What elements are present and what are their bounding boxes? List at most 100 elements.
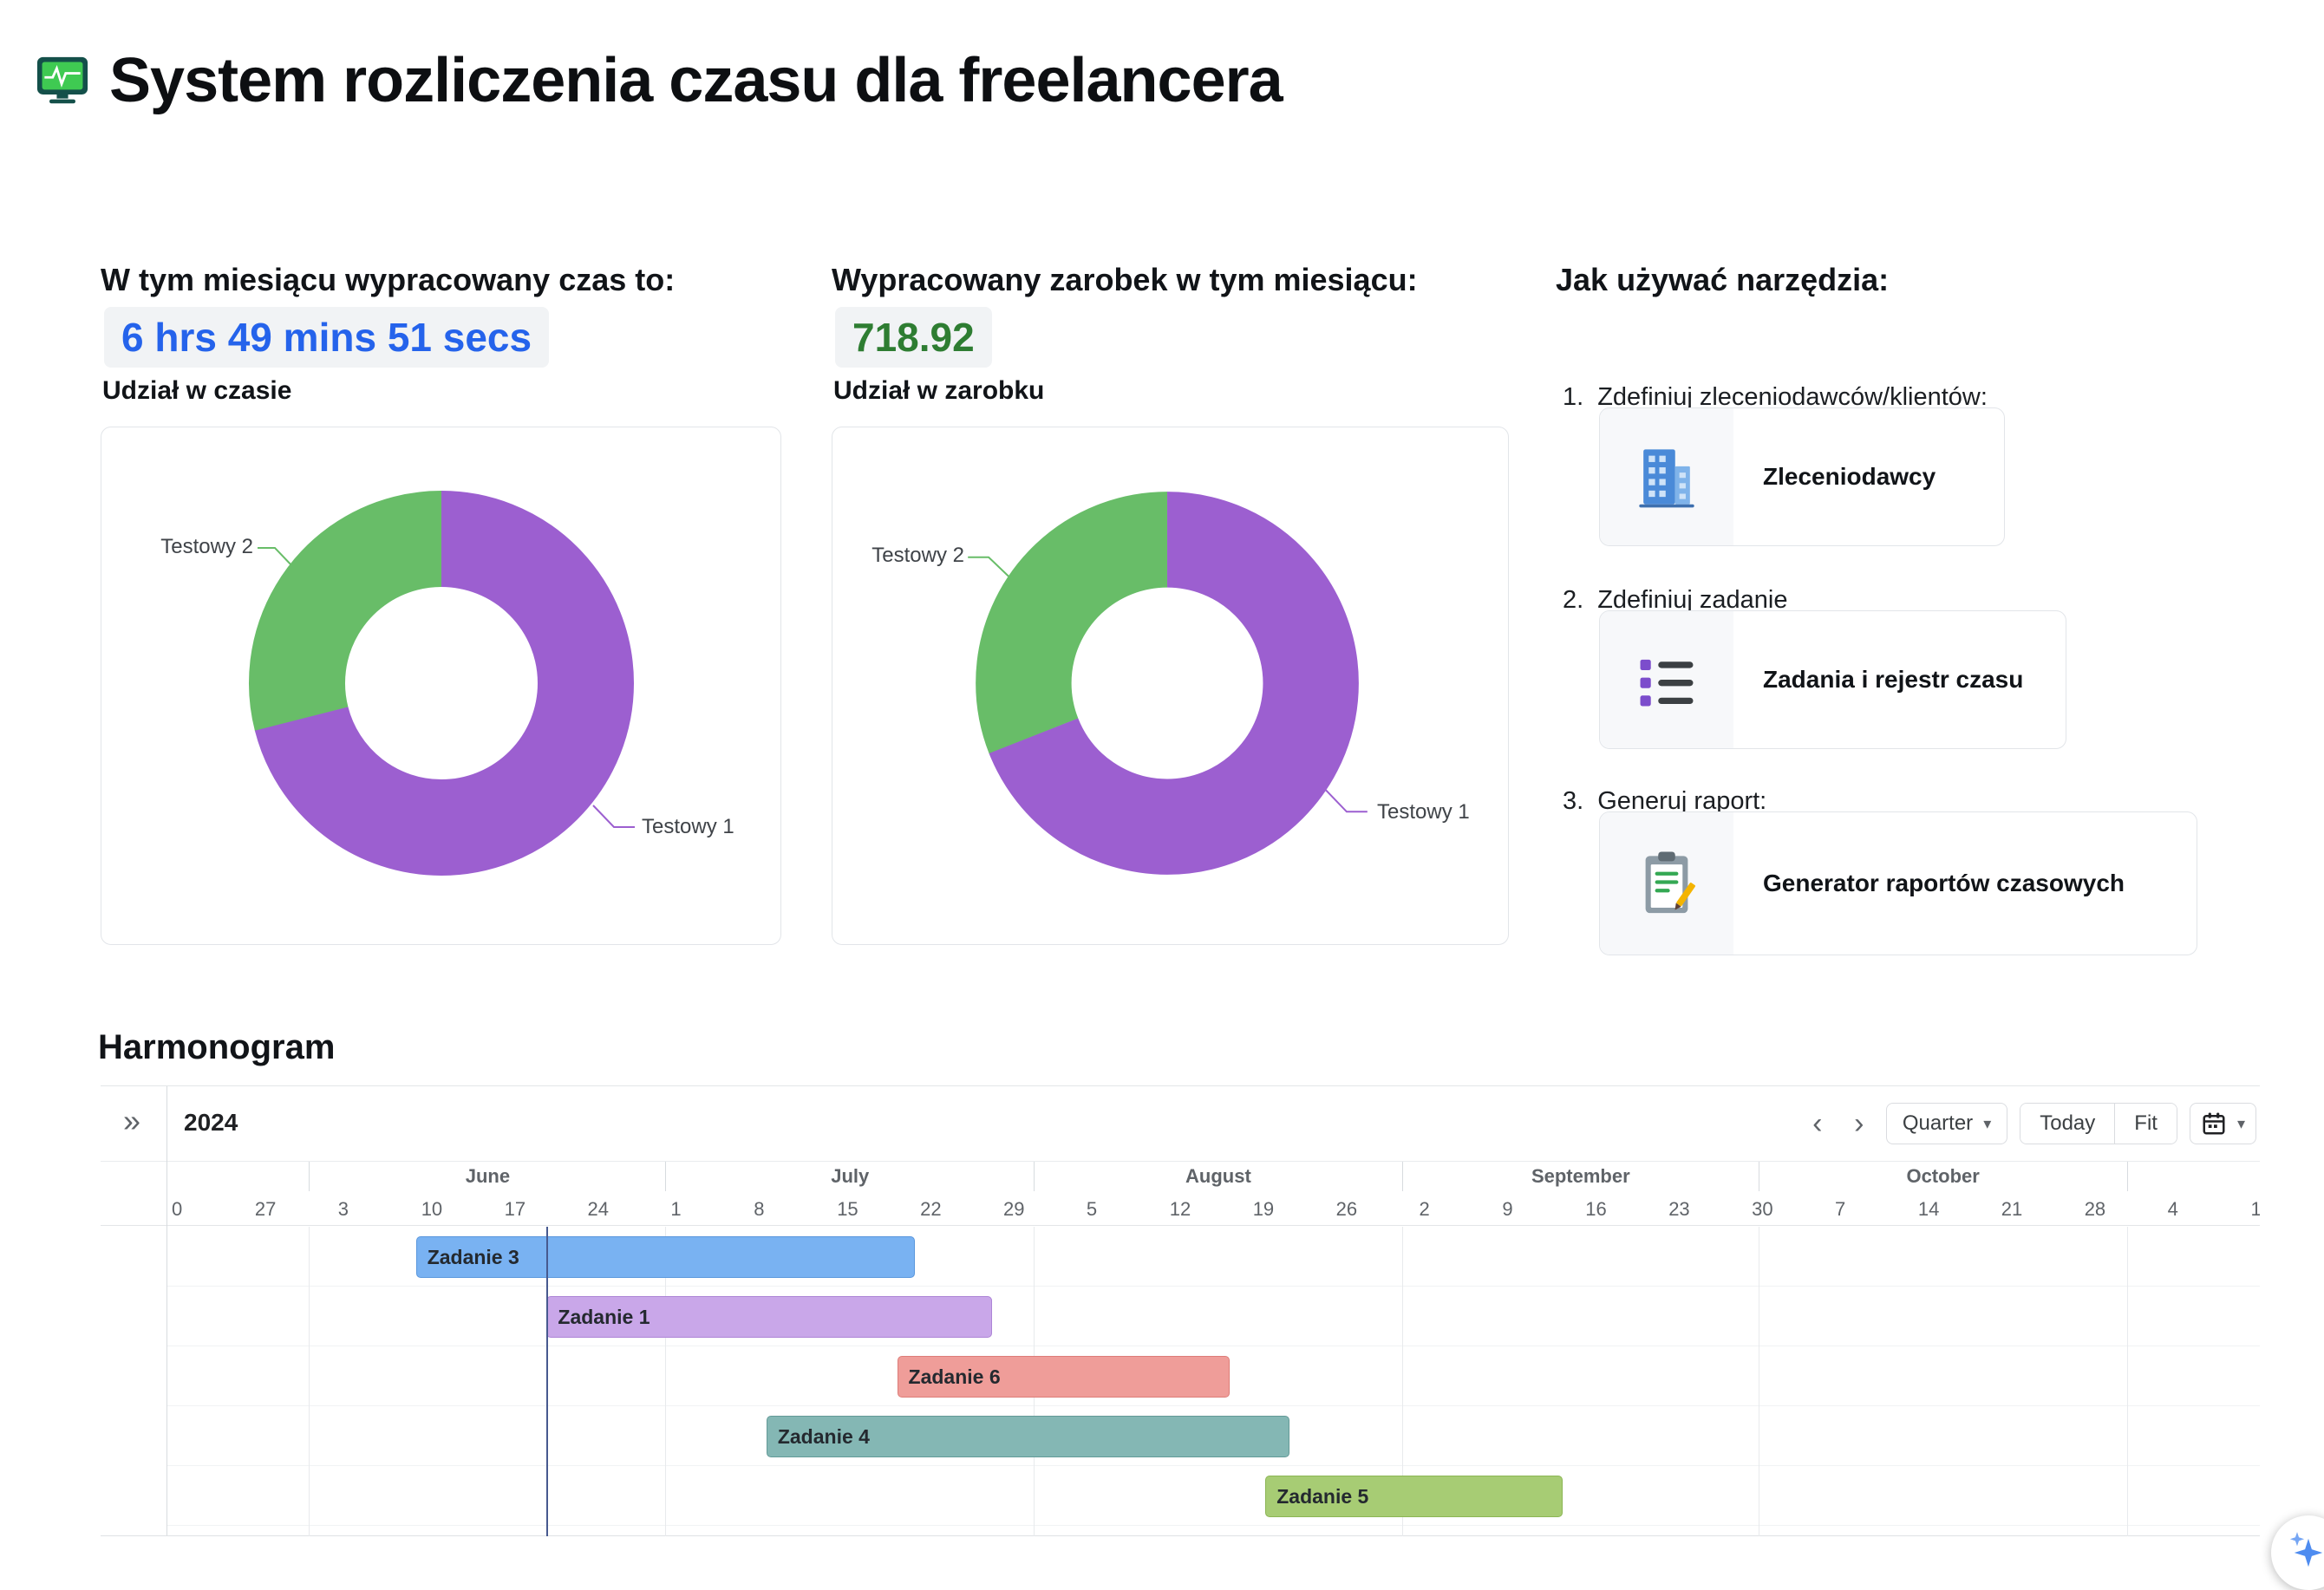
today-button[interactable]: Today — [2020, 1104, 2115, 1144]
day-header-cell: 12 — [1169, 1198, 1191, 1220]
day-header-cell: 16 — [1585, 1198, 1607, 1220]
day-header-cell: 29 — [1003, 1198, 1025, 1220]
day-header-cell: 22 — [920, 1198, 942, 1220]
earnings-chart-card: Testowy 2 Testowy 1 — [832, 427, 1509, 945]
assistant-button[interactable] — [2271, 1515, 2324, 1590]
pie-label-line-testowy-2 — [258, 547, 295, 569]
pie-label-testowy-1: Testowy 1 — [642, 815, 734, 838]
pie-slice-testowy-1[interactable] — [249, 491, 634, 876]
month-header-cell — [166, 1162, 309, 1191]
task-bar[interactable]: Zadanie 5 — [1265, 1476, 1563, 1517]
step-3-heading: 3. Generuj raport: — [1563, 787, 1766, 816]
day-header-cell: 9 — [1502, 1198, 1513, 1220]
tasks-card[interactable]: Zadania i rejestr czasu — [1599, 610, 2066, 749]
day-header-cell: 14 — [1917, 1198, 1940, 1220]
day-header-cell: 0 — [172, 1198, 183, 1220]
app-monitor-icon — [36, 55, 88, 106]
task-bar[interactable]: Zadanie 4 — [766, 1416, 1289, 1457]
day-header-cell: 28 — [2084, 1198, 2106, 1220]
pie-label-testowy-2: Testowy 2 — [160, 535, 253, 558]
step-2-label: Zdefiniuj zadanie — [1597, 586, 1788, 614]
day-header-cell: 3 — [337, 1198, 349, 1220]
step-1-heading: 1. Zdefiniuj zleceniodawców/klientów: — [1563, 383, 1988, 412]
pie-label-line-testowy-1 — [592, 805, 635, 828]
task-bar[interactable]: Zadanie 1 — [546, 1296, 993, 1338]
earnings-value: 718.92 — [835, 307, 992, 368]
task-bar[interactable]: Zadanie 6 — [897, 1356, 1231, 1398]
time-value: 6 hrs 49 mins 51 secs — [104, 307, 550, 368]
month-grid-line — [1401, 1227, 1403, 1536]
gantt-row — [166, 1227, 2260, 1287]
month-header-cell: September — [1401, 1162, 1759, 1191]
time-chart-title: Udział w czasie — [102, 376, 292, 405]
month-grid-line — [665, 1227, 667, 1536]
fit-button[interactable]: Fit — [2114, 1104, 2177, 1144]
list-icon — [1600, 611, 1733, 748]
pie-label-testowy-2: Testowy 2 — [872, 544, 964, 567]
gantt-row — [166, 1406, 2260, 1466]
month-header-row: June July August September October — [166, 1162, 2260, 1191]
panel-splitter[interactable] — [166, 1086, 167, 1535]
chevron-down-icon: ▾ — [2236, 1114, 2245, 1132]
earnings-donut-chart[interactable] — [832, 427, 1508, 944]
pie-label-line-testowy-2 — [968, 556, 1009, 577]
gantt-row — [166, 1287, 2260, 1346]
day-header-cell: 7 — [1835, 1198, 1846, 1220]
day-header-cell: 23 — [1668, 1198, 1690, 1220]
building-icon — [1600, 408, 1733, 545]
clients-card[interactable]: Zleceniodawcy — [1599, 407, 2005, 546]
next-range-button[interactable]: › — [1854, 1107, 1864, 1140]
zoom-button-group: Today Fit — [2020, 1103, 2177, 1144]
day-header-cell: 10 — [421, 1198, 443, 1220]
sparkle-icon — [2289, 1532, 2323, 1567]
day-header-cell: 27 — [254, 1198, 277, 1220]
day-header-row: 0 27 3 10 17 24 1 8 15 22 29 5 12 19 26 2 9 16 23 30 7 14 21 28… — [166, 1191, 2260, 1226]
pie-label-line-testowy-1 — [1325, 789, 1368, 813]
month-header-cell: June — [309, 1162, 665, 1191]
day-header-cell: 8 — [754, 1198, 765, 1220]
step-3-number: 3. — [1563, 787, 1584, 815]
time-summary-section: W tym miesiącu wypracowany czas to: 6 hr… — [101, 262, 782, 945]
earnings-chart-title: Udział w zarobku — [833, 376, 1045, 405]
pie-label-testowy-1: Testowy 1 — [1377, 800, 1470, 824]
prev-range-button[interactable]: ‹ — [1812, 1107, 1823, 1140]
day-header-cell: 30 — [1752, 1198, 1773, 1220]
day-header-cell: 1 — [670, 1198, 682, 1220]
howto-section: Jak używać narzędzia: 1. Zdefiniuj zlece… — [1556, 262, 2232, 955]
task-bar[interactable]: Zadanie 3 — [415, 1236, 916, 1278]
step-2-number: 2. — [1563, 586, 1584, 614]
month-grid-line — [309, 1227, 310, 1536]
day-header-cell: 5 — [1086, 1198, 1098, 1220]
app-header: System rozliczenia czasu dla freelancera — [36, 45, 1283, 116]
month-header-cell: August — [1034, 1162, 1402, 1191]
gantt-row — [166, 1346, 2260, 1406]
day-header-cell: 17 — [504, 1198, 526, 1220]
earnings-summary-section: Wypracowany zarobek w tym miesiącu: 718.… — [832, 262, 1509, 945]
tasks-card-label: Zadania i rejestr czasu — [1763, 666, 2024, 693]
report-icon — [1600, 812, 1733, 955]
month-grid-line — [2126, 1227, 2128, 1536]
day-header-cell: 26 — [1335, 1198, 1358, 1220]
day-header-cell: 1 — [2250, 1198, 2261, 1220]
view-preset-select[interactable]: Quarter ▾ — [1885, 1103, 2008, 1144]
day-header-cell: 19 — [1252, 1198, 1275, 1220]
step-3-label: Generuj raport: — [1597, 787, 1767, 815]
expand-panel-icon[interactable]: » — [123, 1103, 141, 1138]
calendar-icon — [2203, 1112, 2225, 1135]
calendar-menu-button[interactable]: ▾ — [2189, 1103, 2256, 1144]
gantt-year-label: 2024 — [184, 1109, 238, 1136]
report-generator-card[interactable]: Generator raportów czasowych — [1599, 811, 2197, 955]
time-donut-chart[interactable] — [101, 427, 780, 944]
gantt-timeline-header: June July August September October 0 27 3 10 17 2… — [101, 1162, 2260, 1226]
earnings-heading: Wypracowany zarobek w tym miesiącu: — [832, 262, 1418, 297]
view-preset-value: Quarter — [1902, 1111, 1974, 1135]
step-2-heading: 2. Zdefiniuj zadanie — [1563, 586, 1787, 615]
gantt-chart-area: Zadanie 3 Zadanie 1 Zadanie 6 Zadanie 4 Zada… — [166, 1227, 2260, 1536]
gantt-toolbar: » 2024 ‹ › Quarter ▾ Today Fit — [101, 1086, 2260, 1162]
day-header-cell: 24 — [587, 1198, 609, 1220]
step-1-label: Zdefiniuj zleceniodawców/klientów: — [1597, 383, 1988, 411]
chevron-down-icon: ▾ — [1983, 1114, 1992, 1132]
day-header-cell: 15 — [837, 1198, 858, 1220]
page-title: System rozliczenia czasu dla freelancera — [109, 46, 1283, 115]
report-card-label: Generator raportów czasowych — [1763, 870, 2125, 896]
